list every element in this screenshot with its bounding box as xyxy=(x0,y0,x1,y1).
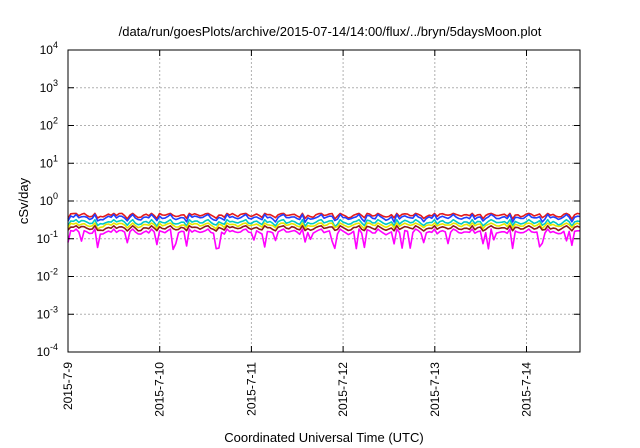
chart-title: /data/run/goesPlots/archive/2015-07-14/1… xyxy=(119,24,542,39)
y-tick-label: 10-4 xyxy=(37,342,58,359)
x-tick-label: 2015-7-12 xyxy=(336,362,350,417)
series-group xyxy=(67,212,581,251)
series-line xyxy=(67,218,581,228)
x-tick-label: 2015-7-9 xyxy=(61,362,75,410)
x-axis-label: Coordinated Universal Time (UTC) xyxy=(224,430,423,445)
y-tick-label: 10-2 xyxy=(37,267,58,284)
series-line xyxy=(67,213,581,223)
y-tick-label: 10-1 xyxy=(37,229,58,246)
series-line xyxy=(67,212,581,220)
x-tick-label: 2015-7-14 xyxy=(520,362,534,417)
x-axis: 2015-7-9 2015-7-10 2015-7-11 2015-7-12 2015-… xyxy=(61,50,534,417)
x-tick-label: 2015-7-11 xyxy=(244,362,258,416)
y-tick-label: 100 xyxy=(40,191,58,208)
x-tick-label: 2015-7-10 xyxy=(153,362,167,417)
y-tick-label: 101 xyxy=(40,153,58,170)
y-tick-label: 103 xyxy=(40,78,58,95)
series-line xyxy=(67,222,581,230)
y-tick-label: 104 xyxy=(40,40,58,57)
x-tick-label: 2015-7-13 xyxy=(428,362,442,417)
series-line xyxy=(67,225,581,232)
y-tick-label: 102 xyxy=(40,116,58,133)
grid-lines xyxy=(68,50,580,352)
y-axis-label: cSv/day xyxy=(16,177,31,224)
series-line xyxy=(67,228,580,251)
y-tick-label: 10-3 xyxy=(37,304,58,321)
